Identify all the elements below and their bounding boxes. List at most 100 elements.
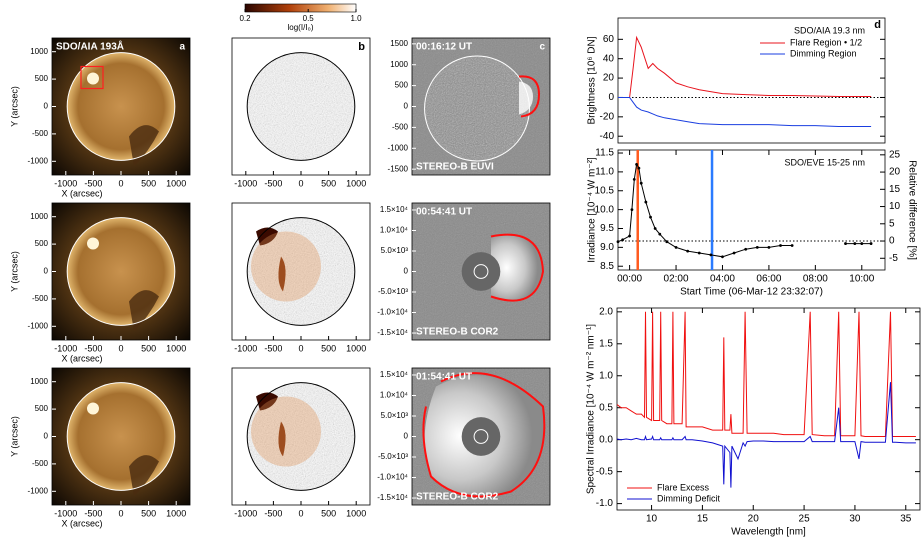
y-tick-label: 60 [603,34,615,45]
data-point [639,181,643,185]
limb-circle [246,52,356,161]
x-tick-label: 500 [141,508,156,518]
x-tick-label: 35 [900,514,912,525]
x-tick-label: -1000 [54,178,77,188]
y-tick-label: -500 [392,122,409,131]
data-point [635,162,638,166]
y-tick-label: 500 [35,404,49,413]
x-tick-label: 1000 [346,178,366,188]
data-point [767,245,771,249]
dimming-haze [251,231,321,302]
plot-frame [617,17,886,144]
data-point [649,215,652,219]
y-tick-label: 0 [608,92,614,103]
image-panel [52,203,190,340]
y-tick-label: 0.5 [599,402,613,413]
x-tick-label: -500 [264,178,282,188]
data-point [674,245,678,249]
x-tick-label: -500 [264,508,282,518]
y-tick-label: 0 [44,102,49,111]
disk-texture [247,52,355,161]
y-axis-label: Y (arcsec) [9,251,19,292]
y-tick-label: 0.0 [599,434,613,445]
x-tick-label: 30 [849,514,861,525]
colorbar-tick-label: 0.5 [303,14,315,23]
colorbar-label: log(I/I₀) [288,23,314,32]
occulter [461,417,501,456]
y-tick-label: -1000 [28,486,49,495]
euvi-disk [424,56,530,161]
cme-body [491,234,543,301]
sun-ring [473,429,489,444]
plot-title: SDO/EVE 15-25 nm [784,157,865,167]
plot-title: SDO/AIA 19.3 nm [794,25,865,35]
data-point [869,242,873,245]
y-tick-label: 1000 [30,377,48,386]
limb-circle [424,55,530,162]
limb-circle [66,382,176,491]
y-tick-label: 0 [44,267,49,276]
y-tick-label: 10.5 [595,185,615,196]
data-point [632,178,636,181]
y-tick-label: 0 [404,432,409,441]
bright-loop [519,81,533,115]
y-tick-label: -1.5×10⁴ [377,328,408,337]
plot-frame [616,307,921,511]
limb-circle [246,217,356,326]
region-box [80,65,104,90]
cme-front [490,233,545,302]
panel-letter: a [179,42,185,53]
solar-disk [67,52,175,161]
data-point [844,242,847,245]
data-point [744,247,748,251]
panel-letter: b [358,41,365,53]
y-tick-label: 1000 [390,60,408,69]
x-tick-label: -500 [84,343,102,353]
series-line [616,311,916,437]
x-tick-label: 06:00 [756,274,781,285]
y-tick-label: -500 [32,459,49,468]
instrument-label: STEREO-B EUVI [416,162,494,173]
y-tick-label: 11.5 [595,148,614,159]
x-tick-label: -1000 [234,343,257,353]
y-tick-label: 5.0×10³ [381,246,409,255]
x-tick-label: 02:00 [664,274,689,285]
data-point [732,251,736,255]
series-line [618,97,872,127]
y2-tick-label: 5 [889,218,895,229]
data-point [790,244,794,247]
y2-tick-label: 0 [889,236,895,247]
panel-title: 01:54:41 UT [416,372,472,383]
limb-circle [66,52,176,161]
data-point [860,242,864,245]
image-panel [412,38,550,175]
legend-label: Dimming Deficit [657,493,721,503]
x-tick-label: -500 [84,508,102,518]
y-tick-label: -1000 [388,143,409,152]
data-point [616,240,620,244]
x-tick-label: 00:00 [617,274,642,285]
image-panel [232,203,370,340]
image-panel [412,203,550,340]
legend-label: Flare Region • 1/2 [790,37,862,47]
dark-filament [129,290,159,332]
y-tick-label: 1.5×10⁴ [380,205,409,214]
x-tick-label: 0 [298,508,303,518]
y-tick-label: 1.0×10⁴ [380,391,409,400]
x-axis-label: X (arcsec) [61,353,102,363]
y-tick-label: -1.0 [596,498,614,509]
image-panel [412,368,550,505]
y-tick-label: 40 [603,53,615,64]
panel-title: SDO/AIA 193Å [56,40,124,53]
x-tick-label: 1000 [346,343,366,353]
y-tick-label: 1.5×10⁴ [380,370,409,379]
occulter [461,252,501,291]
plot-frame [617,149,886,271]
dimming-patch [278,421,286,457]
data-point [665,240,669,244]
data-point [658,232,662,236]
y-tick-label: -1500 [388,164,409,173]
instrument-label: STEREO-B COR2 [416,327,499,338]
sun-ring [473,264,489,279]
